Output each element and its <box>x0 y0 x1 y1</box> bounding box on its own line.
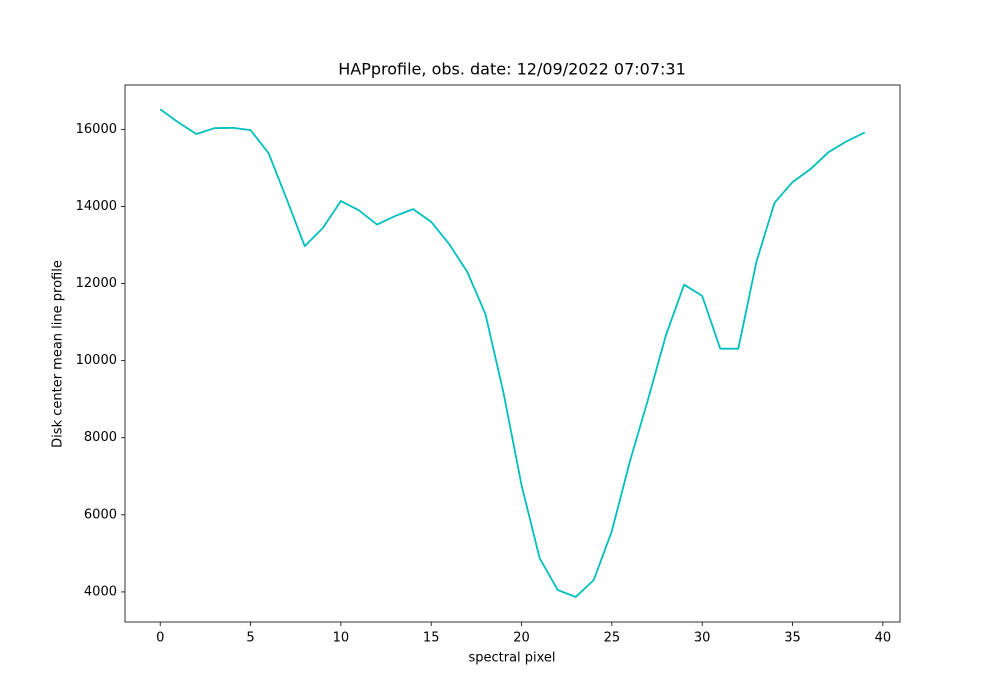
y-tick-label: 12000 <box>76 276 117 291</box>
y-axis-label: Disk center mean line profile <box>51 260 66 448</box>
x-tick-label: 5 <box>246 631 254 646</box>
x-tick-label: 20 <box>513 631 530 646</box>
plot-frame <box>124 84 901 623</box>
y-tick-label: 6000 <box>84 507 117 522</box>
y-tick-label: 14000 <box>76 199 117 214</box>
x-tick-label: 25 <box>604 631 621 646</box>
y-tick-label: 8000 <box>84 430 117 445</box>
y-tick-label: 4000 <box>84 584 117 599</box>
x-tick-label: 15 <box>423 631 440 646</box>
x-axis-label: spectral pixel <box>468 651 555 666</box>
x-tick-label: 10 <box>333 631 350 646</box>
x-tick-label: 35 <box>784 631 801 646</box>
x-tick-label: 40 <box>875 631 892 646</box>
y-tick-label: 10000 <box>76 353 117 368</box>
data-line <box>159 108 866 598</box>
chart-title: HAPprofile, obs. date: 12/09/2022 07:07:… <box>338 60 686 79</box>
y-tick-label: 16000 <box>76 122 117 137</box>
x-tick-label: 0 <box>156 631 164 646</box>
x-tick-label: 30 <box>694 631 711 646</box>
